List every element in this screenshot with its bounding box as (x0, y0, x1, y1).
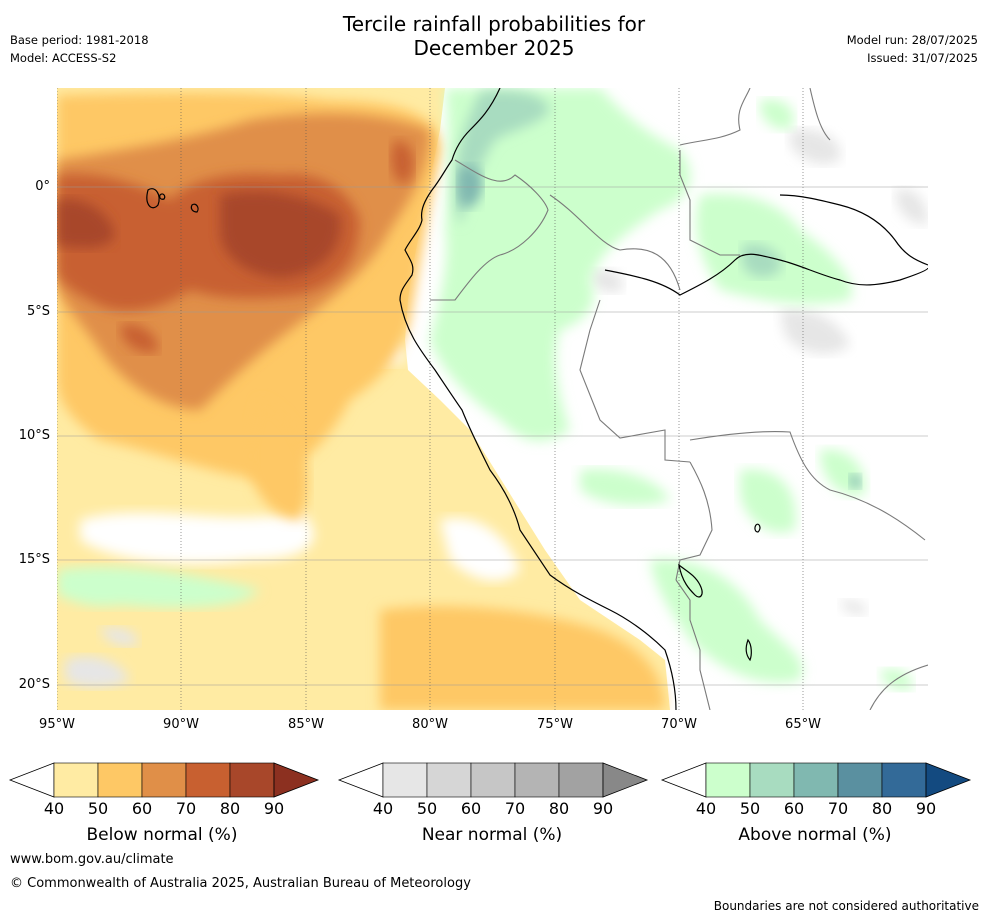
lon-label-95w: 95°W (39, 717, 75, 732)
above-normal-colorbar-segment (881, 762, 927, 798)
title-line-2: December 2025 (413, 36, 575, 60)
below-normal-colorbar-max-arrow (273, 762, 320, 798)
lon-label-70w: 70°W (661, 717, 697, 732)
near-normal-40-region (780, 309, 850, 354)
copyright: © Commonwealth of Australia 2025, Austra… (10, 876, 471, 891)
near-normal-colorbar-max-arrow (602, 762, 649, 798)
below-normal-colorbar-segment (185, 762, 231, 798)
lat-label-0: 0° (35, 179, 50, 194)
above-normal-40-region (759, 99, 794, 130)
above-normal-40-region (580, 469, 670, 506)
above-normal-60-region (849, 474, 862, 489)
below-normal-title: Below normal (%) (86, 825, 238, 845)
issued-date: Issued: 31/07/2025 (867, 51, 978, 65)
below-normal-70-region (391, 140, 414, 185)
above-normal-40-region (57, 566, 260, 608)
lon-label-85w: 85°W (288, 717, 324, 732)
below-normal-colorbar-segment (53, 762, 99, 798)
below-normal-80-region (220, 191, 341, 278)
below-tick: 90 (263, 799, 285, 818)
above-normal-colorbar-min-arrow (660, 762, 707, 798)
near-normal-40-region (895, 189, 928, 225)
map-title: Tercile rainfall probabilities for Decem… (0, 12, 988, 60)
near-tick: 70 (504, 799, 526, 818)
above-normal-40-region (696, 193, 852, 305)
above-normal-colorbar-max-arrow (925, 762, 972, 798)
above-tick: 90 (915, 799, 937, 818)
near-tick: 90 (592, 799, 614, 818)
below-tick: 40 (43, 799, 65, 818)
below-tick: 80 (219, 799, 241, 818)
near-normal-colorbar-segment (470, 762, 516, 798)
below-normal-colorbar-min-arrow (8, 762, 55, 798)
above-normal-colorbar-segment (749, 762, 795, 798)
above-normal-50-region (742, 243, 782, 278)
above-normal-40-region (740, 469, 796, 533)
below-normal-50-region (380, 606, 665, 710)
ocean-gap-region (440, 518, 520, 581)
footer-url[interactable]: www.bom.gov.au/climate (10, 852, 174, 867)
below-normal-colorbar-segment (141, 762, 187, 798)
near-normal-colorbar-min-arrow (337, 762, 384, 798)
model-name: Model: ACCESS-S2 (10, 51, 117, 65)
near-normal-colorbar-segment (426, 762, 472, 798)
meta-right: Model run: 28/07/2025 Issued: 31/07/2025 (847, 31, 978, 67)
lon-label-75w: 75°W (537, 717, 573, 732)
above-tick: 80 (871, 799, 893, 818)
above-tick: 50 (739, 799, 761, 818)
near-normal-40-region (100, 627, 139, 646)
near-normal-40-region (840, 599, 867, 615)
title-line-1: Tercile rainfall probabilities for (342, 12, 646, 36)
near-normal-colorbar-segment (514, 762, 560, 798)
probability-field (57, 88, 928, 710)
below-tick: 60 (131, 799, 153, 818)
lat-label-15s: 15°S (18, 552, 50, 567)
above-normal-50-region (454, 90, 550, 225)
above-normal-40-region (650, 559, 803, 683)
near-normal-colorbar-segment (382, 762, 428, 798)
lat-label-5s: 5°S (26, 304, 50, 319)
lat-label-20s: 20°S (18, 677, 50, 692)
below-normal-colorbar-segment (229, 762, 275, 798)
lat-label-10s: 10°S (18, 428, 50, 443)
lon-label-65w: 65°W (785, 717, 821, 732)
near-tick: 40 (372, 799, 394, 818)
below-normal-70-region (120, 324, 159, 353)
below-normal-50-region (248, 400, 308, 520)
below-tick: 50 (87, 799, 109, 818)
above-normal-40-region (430, 88, 691, 441)
below-tick: 70 (175, 799, 197, 818)
near-tick: 80 (548, 799, 570, 818)
above-normal-colorbar (660, 762, 972, 798)
latitude-lines (57, 186, 928, 686)
below-normal-colorbar-segment (97, 762, 143, 798)
above-normal-title: Above normal (%) (738, 825, 892, 845)
near-normal-colorbar-segment (558, 762, 604, 798)
ocean-gap-region (80, 510, 314, 564)
above-tick: 60 (783, 799, 805, 818)
near-tick: 50 (416, 799, 438, 818)
base-period: Base period: 1981-2018 (10, 33, 149, 47)
above-normal-colorbar-segment (793, 762, 839, 798)
near-normal-40-region (65, 656, 130, 688)
above-normal-colorbar-segment (837, 762, 883, 798)
near-normal-40-region (589, 269, 624, 293)
above-tick: 40 (695, 799, 717, 818)
near-normal-colorbar (337, 762, 649, 798)
above-tick: 70 (827, 799, 849, 818)
model-run: Model run: 28/07/2025 (846, 33, 978, 47)
near-normal-title: Near normal (%) (421, 825, 563, 845)
country-boundaries (430, 88, 928, 710)
disclaimer: Boundaries are not considered authoritat… (713, 899, 979, 913)
lon-label-90w: 90°W (163, 717, 199, 732)
above-normal-colorbar-segment (705, 762, 751, 798)
near-tick: 60 (460, 799, 482, 818)
lon-label-80w: 80°W (412, 717, 448, 732)
below-normal-80-region (57, 199, 115, 248)
meta-left: Base period: 1981-2018 Model: ACCESS-S2 (10, 31, 149, 67)
coastline (146, 88, 928, 710)
below-normal-colorbar (8, 762, 320, 798)
colorbars (8, 762, 972, 798)
